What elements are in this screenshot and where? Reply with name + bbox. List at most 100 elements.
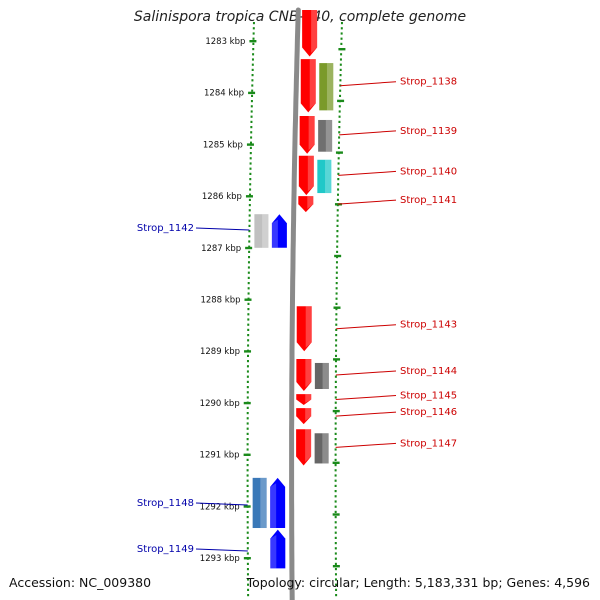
ruler-dot bbox=[335, 328, 338, 331]
ruler-dot bbox=[334, 438, 337, 441]
cog-bar-fill bbox=[318, 119, 333, 152]
ruler-dot bbox=[246, 422, 249, 425]
ruler-dot bbox=[334, 458, 337, 461]
ruler-dot bbox=[334, 562, 337, 565]
tick-label: 1290 kbp bbox=[200, 399, 240, 409]
ruler-dot bbox=[249, 188, 252, 191]
cog-bar-fill bbox=[314, 362, 329, 390]
ruler-dot bbox=[246, 417, 249, 420]
major-tick bbox=[335, 151, 343, 154]
position-ticks: 1283 kbp 1284 kbp 1285 kbp 1286 kbp 1287 kbp… bbox=[200, 22, 346, 597]
ruler-dot bbox=[339, 79, 342, 82]
gene-label: Strop_1146 bbox=[400, 407, 457, 418]
ruler-dot bbox=[247, 282, 250, 285]
ruler-dot bbox=[247, 594, 250, 597]
forward-gene-arrow-body bbox=[296, 358, 312, 392]
reverse-gene-arrow-body bbox=[270, 477, 286, 529]
ruler-dot bbox=[249, 152, 252, 155]
cog-bar bbox=[252, 477, 267, 529]
ruler-dot bbox=[334, 427, 337, 430]
ruler-dot bbox=[250, 110, 253, 113]
label-leader-line bbox=[195, 548, 248, 552]
ruler-dot bbox=[247, 292, 250, 295]
forward-gene-arrow bbox=[296, 408, 312, 425]
ruler-dot bbox=[247, 266, 250, 269]
ruler-dot bbox=[334, 365, 337, 368]
major-tick bbox=[244, 350, 252, 353]
ruler-dot bbox=[335, 292, 338, 295]
label-leader-line bbox=[339, 130, 397, 136]
ruler-dot bbox=[334, 479, 337, 482]
ruler-dot bbox=[334, 417, 337, 420]
forward-gene-arrow-highlight bbox=[307, 155, 314, 192]
label-leader-line bbox=[338, 170, 397, 176]
ruler-dot bbox=[335, 323, 338, 326]
cog-bar bbox=[314, 433, 329, 464]
cog-bar-fill bbox=[319, 63, 334, 111]
cog-bar bbox=[254, 214, 269, 248]
ruler-dot bbox=[246, 464, 249, 467]
tick-label: 1286 kbp bbox=[202, 192, 242, 202]
ruler-dot bbox=[247, 339, 250, 342]
ruler-dot bbox=[334, 536, 337, 539]
forward-gene-arrow bbox=[296, 429, 312, 466]
cog-bar-fill bbox=[314, 433, 329, 464]
ruler-dot bbox=[246, 469, 249, 472]
tick-label: 1293 kbp bbox=[200, 554, 240, 564]
ruler-dot bbox=[340, 37, 343, 40]
cog-bar bbox=[318, 119, 333, 152]
ruler-dot bbox=[334, 391, 337, 394]
ruler-dot bbox=[249, 172, 252, 175]
accession-text: Accession: NC_009380 bbox=[9, 575, 152, 590]
ruler-dot bbox=[334, 432, 337, 435]
ruler-dot bbox=[335, 266, 338, 269]
ruler-dot bbox=[247, 334, 250, 337]
ruler-dot bbox=[249, 146, 252, 149]
reverse-gene-arrow-shine bbox=[270, 483, 277, 529]
ruler-dot bbox=[252, 53, 255, 56]
major-tick bbox=[245, 246, 253, 250]
ruler-dot bbox=[337, 172, 340, 175]
ruler-dot bbox=[335, 302, 338, 305]
forward-gene-arrow-highlight bbox=[308, 115, 315, 151]
ruler-dot bbox=[335, 583, 338, 586]
ruler-dot bbox=[246, 552, 249, 555]
major-tick bbox=[245, 195, 253, 198]
ruler-dot bbox=[337, 178, 340, 181]
ruler-dot bbox=[248, 198, 251, 201]
genome-backbone bbox=[289, 7, 301, 600]
ruler-dot bbox=[247, 302, 250, 305]
ruler-dot bbox=[247, 354, 250, 357]
ruler-dot bbox=[334, 474, 337, 477]
ruler-dot bbox=[246, 380, 249, 383]
ruler-dot bbox=[334, 526, 337, 529]
ruler-dot bbox=[334, 552, 337, 555]
ruler-dot bbox=[335, 588, 338, 591]
ruler-dot bbox=[338, 120, 341, 123]
major-tick bbox=[243, 453, 251, 456]
ruler-dot bbox=[336, 209, 339, 212]
cog-category-bars bbox=[252, 63, 334, 529]
label-leader-line bbox=[337, 199, 397, 205]
ruler-dot bbox=[250, 131, 253, 134]
ruler-dot bbox=[334, 396, 337, 399]
ruler-dot bbox=[334, 578, 337, 581]
ruler-dot bbox=[335, 354, 338, 357]
tick-label: 1289 kbp bbox=[200, 347, 240, 357]
major-tick bbox=[332, 461, 340, 464]
ruler-dot bbox=[340, 22, 343, 25]
ruler-dot bbox=[337, 146, 340, 149]
ruler-dot bbox=[249, 183, 252, 186]
ruler-dot bbox=[337, 167, 340, 170]
ruler-dot bbox=[339, 58, 342, 61]
ruler-dot bbox=[250, 105, 253, 108]
cog-bar-shine bbox=[325, 119, 333, 152]
ruler-dot bbox=[247, 276, 250, 279]
ruler-dot bbox=[246, 531, 249, 534]
ruler-dot bbox=[339, 89, 342, 92]
ruler-dot bbox=[246, 448, 249, 451]
forward-gene-arrow bbox=[302, 9, 318, 57]
ruler-dot bbox=[334, 448, 337, 451]
ruler-dot bbox=[335, 261, 338, 264]
